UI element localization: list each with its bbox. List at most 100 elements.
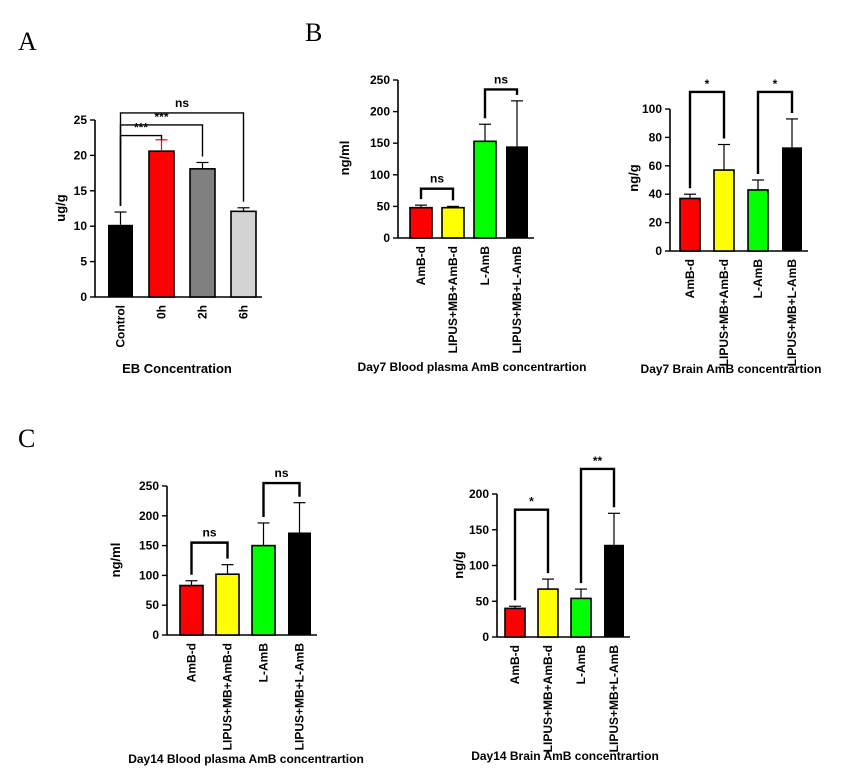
day14-plasma-chart: 0 50 100 150 200 250 ng/ml AmB-d LIPUS+MB+AmB-d L…	[108, 466, 364, 766]
y-tick-label: 20	[74, 148, 88, 162]
significance-label: *	[705, 77, 710, 91]
bar	[537, 588, 559, 638]
x-tick-label: AmB-d	[414, 246, 428, 285]
x-tick-label: LIPUS+MB+L-AmB	[510, 246, 524, 354]
bar	[288, 532, 311, 635]
y-tick-label: 50	[377, 199, 391, 213]
x-tick-label: LIPUS+MB+AmB-d	[717, 259, 731, 366]
y-tick-label: 60	[649, 159, 663, 173]
x-tick-label: AmB-d	[508, 645, 522, 684]
y-axis-title: ng/g	[626, 164, 641, 191]
chart-subtitle: Day14 Brain AmB concentrartion	[471, 749, 659, 763]
significance-label: ns	[202, 526, 216, 540]
significance-label: *	[529, 495, 534, 509]
y-tick-label: 150	[139, 539, 159, 553]
x-tick-label: LIPUS+MB+AmB-d	[221, 643, 235, 750]
significance-bracket	[579, 467, 616, 584]
y-tick-label: 80	[649, 130, 663, 144]
y-tick-label: 50	[476, 594, 490, 608]
day14-brain-chart: 0 50 100 150 200 ng/g AmB-d LIPUS+MB+AmB-d L-AmB…	[451, 454, 659, 763]
y-tick-label: 0	[80, 290, 87, 304]
bar	[679, 197, 701, 252]
x-tick-label: 6h	[237, 305, 251, 319]
y-axis-title: ng/g	[451, 551, 466, 578]
y-tick-label: 250	[370, 73, 390, 87]
y-tick-label: 200	[469, 487, 489, 501]
x-tick-label: LIPUS+MB+L-AmB	[293, 643, 307, 751]
y-tick-label: 100	[469, 559, 489, 573]
bar	[148, 150, 175, 298]
x-tick-label: L-AmB	[751, 259, 765, 299]
significance-label: ns	[430, 172, 444, 186]
bar	[179, 584, 204, 636]
significance-label: *	[773, 77, 778, 91]
significance-bracket	[483, 88, 519, 119]
bar	[747, 189, 769, 252]
bar	[506, 146, 528, 238]
chart-subtitle: Day14 Blood plasma AmB concentrartion	[128, 752, 364, 766]
y-tick-label: 25	[74, 113, 88, 127]
significance-bracket	[419, 187, 455, 201]
significance-label: ***	[154, 110, 168, 124]
day7-plasma-chart: 0 50 100 150 200 250 ng/ml AmB-d LIPUS+MB+AmB-d L…	[337, 72, 586, 374]
bar	[570, 597, 592, 638]
chart-subtitle: EB Concentration	[122, 361, 232, 376]
eb-concentration-chart: 0 5 10 15 20 25 ug/g Control 0h 2h 6h ns *** *** EB Co…	[53, 96, 262, 376]
panel-letter-c: C	[18, 424, 35, 453]
significance-label: **	[593, 454, 603, 468]
y-axis-title: ng/ml	[337, 141, 352, 176]
y-tick-label: 0	[655, 244, 662, 258]
significance-label: ns	[175, 96, 189, 110]
bar	[108, 224, 133, 297]
y-tick-label: 200	[139, 509, 159, 523]
x-tick-label: 2h	[196, 305, 210, 319]
y-tick-label: 150	[370, 136, 390, 150]
significance-bracket	[262, 481, 301, 517]
bar	[782, 147, 802, 251]
y-tick-label: 100	[642, 102, 662, 116]
y-tick-label: 10	[74, 219, 88, 233]
x-tick-label: LIPUS+MB+L-AmB	[607, 645, 621, 753]
bar	[604, 544, 624, 637]
significance-bracket	[190, 541, 229, 575]
x-tick-label: LIPUS+MB+L-AmB	[785, 259, 799, 367]
significance-bracket	[513, 508, 550, 601]
x-tick-label: L-AmB	[257, 643, 271, 683]
x-tick-label: L-AmB	[478, 246, 492, 286]
bar	[189, 168, 216, 298]
panel-letter-b: B	[305, 18, 322, 47]
y-tick-label: 5	[80, 255, 87, 269]
significance-bracket	[119, 134, 163, 207]
y-axis-title: ng/ml	[108, 543, 123, 578]
bar	[215, 573, 240, 636]
bar	[230, 210, 257, 298]
bar	[713, 169, 735, 252]
x-tick-label: L-AmB	[574, 645, 588, 685]
y-tick-label: 150	[469, 523, 489, 537]
chart-subtitle: Day7 Brain AmB concentrartion	[641, 362, 822, 376]
y-tick-label: 200	[370, 105, 390, 119]
significance-bracket	[688, 90, 726, 189]
significance-bracket	[756, 90, 794, 174]
x-tick-label: AmB-d	[185, 643, 199, 682]
bar	[251, 544, 276, 636]
y-tick-label: 0	[383, 231, 390, 245]
y-tick-label: 100	[370, 168, 390, 182]
bar	[504, 607, 526, 638]
significance-label: ns	[494, 72, 508, 86]
x-tick-label: LIPUS+MB+AmB-d	[446, 246, 460, 353]
y-tick-label: 100	[139, 568, 159, 582]
significance-label: ***	[134, 121, 148, 135]
day7-brain-chart: 0 20 40 60 80 100 ng/g AmB-d LIPUS+MB+AmB-d L-AmB…	[626, 77, 821, 376]
x-tick-label: LIPUS+MB+AmB-d	[541, 645, 555, 752]
bar	[473, 140, 497, 239]
bar	[441, 206, 465, 239]
significance-label: ns	[274, 466, 288, 480]
y-tick-label: 20	[649, 216, 663, 230]
y-tick-label: 250	[139, 479, 159, 493]
y-tick-label: 50	[146, 598, 160, 612]
x-tick-label: Control	[114, 305, 128, 348]
y-tick-label: 0	[152, 628, 159, 642]
y-tick-label: 0	[482, 630, 489, 644]
